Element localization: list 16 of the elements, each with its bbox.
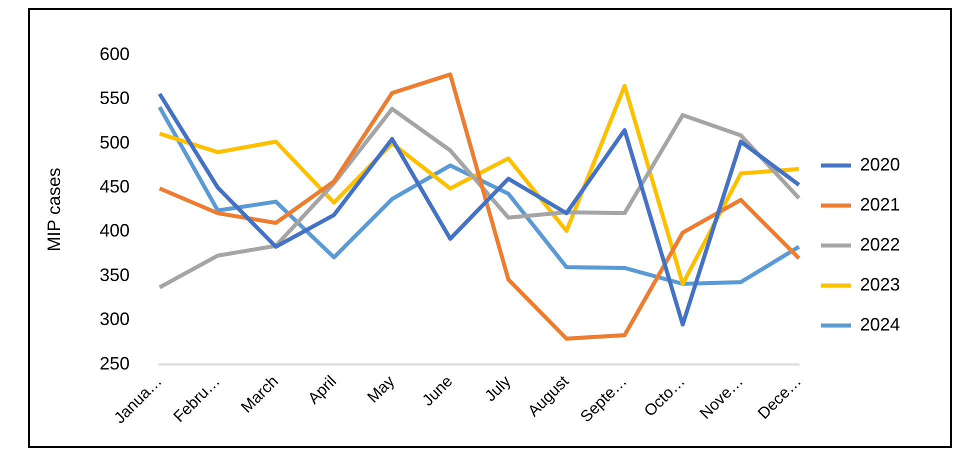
y-axis-title: MIP cases (44, 168, 64, 252)
y-tick-label: 350 (100, 264, 130, 285)
y-tick-label: 550 (100, 88, 130, 108)
legend-label: 2024 (860, 314, 900, 334)
legend-label: 2023 (860, 274, 900, 294)
x-tick-label: July (482, 372, 514, 406)
y-tick-label: 400 (100, 220, 130, 241)
y-tick-label: 250 (100, 353, 130, 374)
y-tick-label: 500 (100, 132, 130, 152)
y-tick-label: 600 (100, 44, 130, 64)
legend-label: 2022 (860, 234, 900, 254)
legend-label: 2020 (860, 154, 900, 174)
x-tick-label: May (364, 372, 398, 406)
y-tick-label: 450 (100, 176, 130, 197)
y-tick-label: 300 (100, 309, 130, 330)
legend-label: 2021 (860, 194, 900, 214)
